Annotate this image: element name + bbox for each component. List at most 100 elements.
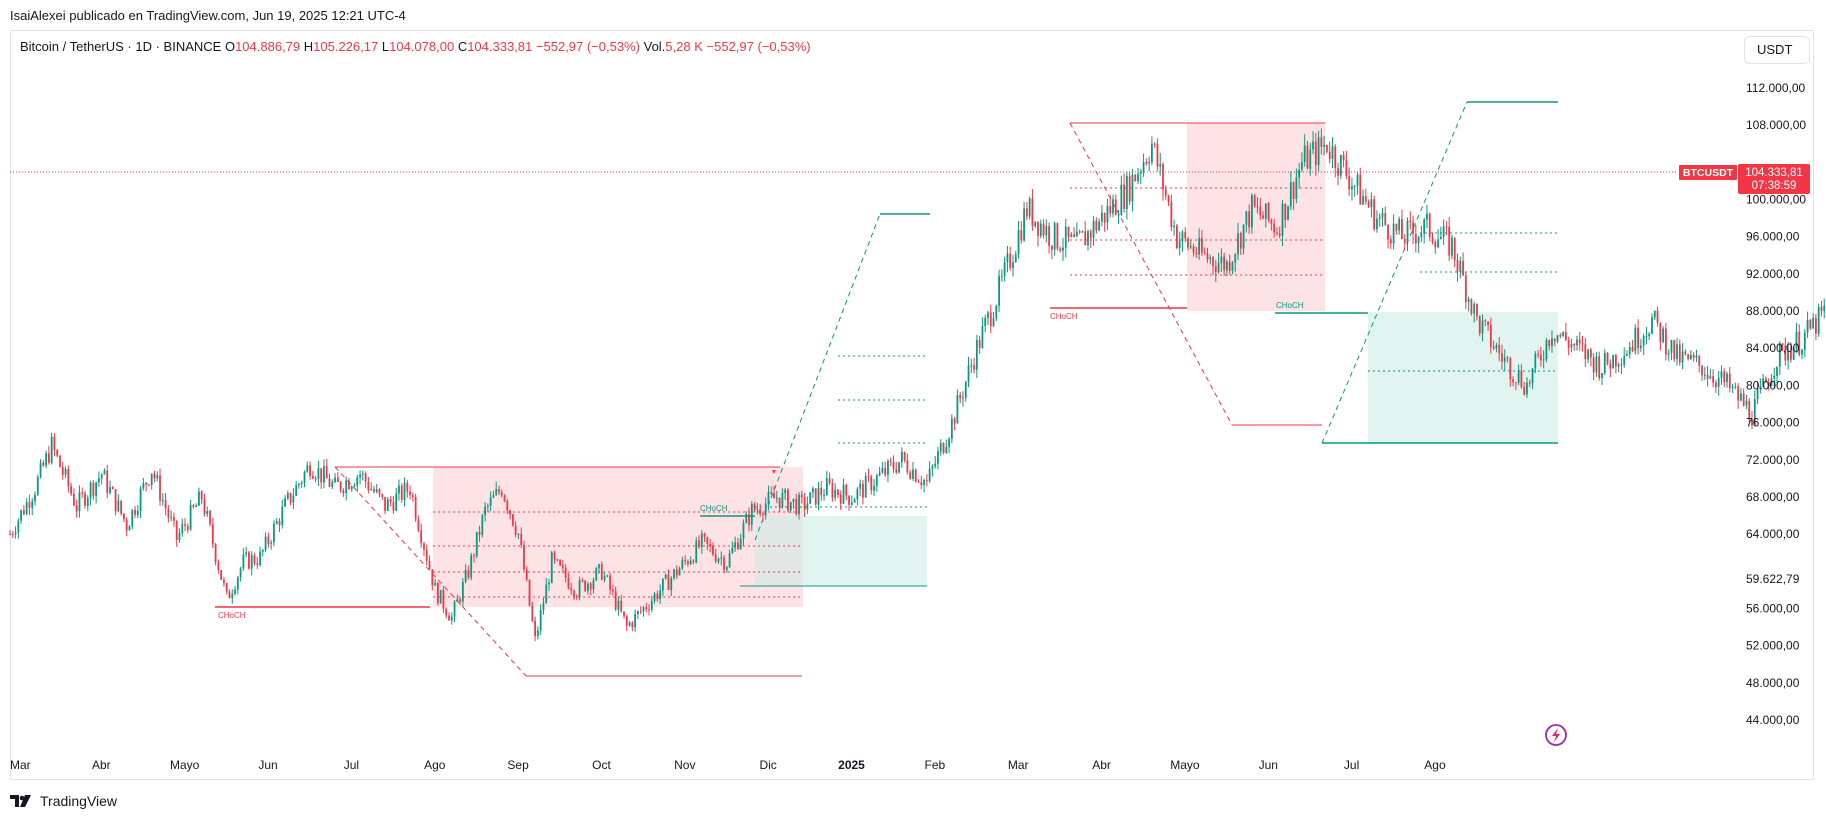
candle-down [125, 519, 128, 531]
candle-down [1206, 253, 1209, 260]
candle-up [1717, 377, 1720, 387]
candle-down [787, 489, 789, 511]
candle-up [875, 475, 878, 486]
candle-up [1159, 164, 1162, 167]
candle-down [1409, 220, 1412, 223]
candle-up [1120, 184, 1123, 215]
candle-down [1431, 236, 1434, 243]
price-chart[interactable]: CHoCH CHoCH CHoCH CHoCH 112.000,00 108.00… [0, 0, 1826, 790]
candle-up [1595, 356, 1598, 373]
candle-down [570, 588, 573, 591]
candle-down [870, 476, 873, 491]
candle-up [678, 568, 681, 576]
candle-down [773, 493, 775, 499]
candle-down [839, 494, 842, 504]
change-value: −552,97 (−0,53%) [535, 39, 640, 54]
candle-down [1606, 352, 1609, 364]
candle-down [1020, 230, 1023, 241]
publish-header: IsaiAlexei publicado en TradingView.com,… [10, 8, 406, 23]
candle-up [864, 475, 867, 498]
candle-up [628, 622, 631, 626]
candle-down [1153, 143, 1156, 145]
candle-up [1298, 169, 1301, 178]
candle-up [1795, 331, 1798, 349]
candle-up [928, 468, 931, 481]
candle-down [600, 564, 603, 580]
candle-down [67, 469, 70, 487]
candle-down [1048, 226, 1050, 246]
candle-up [586, 583, 589, 591]
y-tick-label: 56.000,00 [1746, 601, 1800, 615]
candle-down [884, 467, 887, 475]
candle-down [556, 559, 559, 561]
footer-brand[interactable]: TradingView [10, 793, 117, 809]
candle-down [384, 496, 386, 511]
candle-down [609, 575, 612, 590]
candle-up [1353, 185, 1356, 187]
candle-down [1364, 196, 1367, 202]
candle-down [709, 544, 712, 546]
candle-down [1564, 332, 1567, 340]
candle-down [1145, 162, 1148, 164]
candle-down [409, 491, 411, 496]
candle-down [645, 607, 648, 610]
candle-up [481, 515, 484, 535]
candle-up [353, 485, 356, 487]
candle-up [1423, 219, 1426, 234]
candle-down [703, 533, 706, 537]
candle-down [1456, 259, 1459, 272]
candle-down [1203, 252, 1206, 254]
candle-up [1801, 349, 1803, 355]
candle-down [1056, 223, 1059, 249]
candle-up [1295, 177, 1298, 200]
candle-up [1417, 237, 1420, 244]
currency-button[interactable]: USDT [1744, 36, 1810, 64]
y-tick-label: 44.000,00 [1746, 713, 1800, 727]
candle-up [434, 582, 436, 586]
candle-up [386, 499, 389, 511]
x-tick-label: Ago [1424, 758, 1446, 772]
candle-down [800, 494, 803, 498]
candle-up [128, 526, 131, 531]
candle-up [873, 485, 875, 491]
candle-down [1464, 275, 1467, 303]
candle-up [109, 487, 111, 493]
candle-down [428, 561, 431, 570]
candle-up [1634, 327, 1637, 352]
candle-up [995, 305, 998, 319]
candle-up [489, 497, 492, 506]
candle-down [1167, 195, 1170, 203]
candle-down [378, 489, 381, 494]
symbol-label[interactable]: Bitcoin / TetherUS · 1D · BINANCE [20, 39, 222, 54]
candle-down [611, 589, 614, 592]
candle-down [989, 312, 992, 326]
candle-up [1534, 353, 1537, 369]
candle-up [1612, 355, 1614, 369]
candle-up [78, 492, 81, 512]
candle-up [1045, 226, 1048, 236]
candle-up [536, 630, 539, 637]
candle-down [1706, 374, 1709, 379]
candle-up [517, 533, 520, 535]
x-tick-label: Mar [1008, 758, 1029, 772]
candle-up [156, 475, 159, 479]
grey-zone-1 [755, 516, 803, 586]
candle-down [753, 503, 756, 511]
lightning-icon[interactable] [1545, 724, 1567, 746]
y-tick-label: 100.000,00 [1746, 193, 1806, 207]
candle-down [1453, 237, 1456, 260]
candle-up [653, 593, 656, 601]
candle-up [728, 553, 731, 567]
candle-up [998, 276, 1000, 306]
candle-up [1398, 219, 1401, 231]
candle-down [120, 500, 123, 514]
candle-up [86, 498, 89, 506]
candle-down [192, 504, 195, 508]
candle-down [509, 510, 511, 515]
candle-up [975, 340, 978, 370]
candle-up [1234, 254, 1237, 263]
candle-up [439, 589, 442, 604]
candle-up [475, 531, 478, 557]
candle-up [1017, 230, 1020, 254]
candle-up [273, 523, 275, 543]
